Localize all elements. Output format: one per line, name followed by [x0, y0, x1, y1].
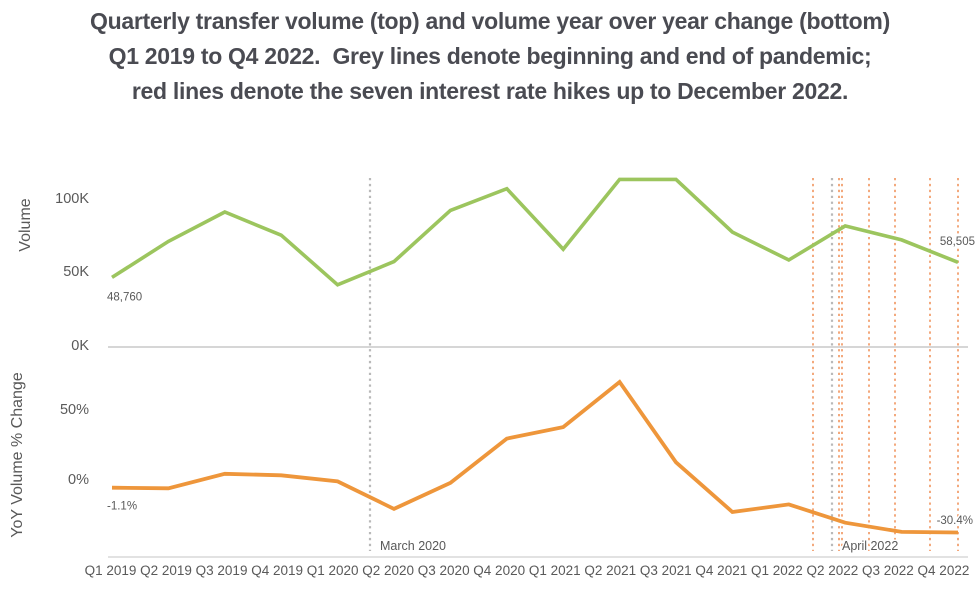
- xtick-Q4-2021: Q4 2021: [695, 563, 747, 578]
- yoy-ytick-50%: 50%: [60, 402, 89, 418]
- yoy-axis-title: YoY Volume % Change: [9, 372, 26, 538]
- annotation-last-yoy: -30.4%: [937, 515, 973, 527]
- pandemic-vline-label-1: March 2020: [380, 539, 446, 553]
- page-title: Quarterly transfer volume (top) and volu…: [0, 4, 980, 109]
- pandemic-vline-label-2: April 2022: [842, 539, 898, 553]
- xtick-Q3-2021: Q3 2021: [640, 563, 692, 578]
- xtick-Q4-2022: Q4 2022: [918, 563, 970, 578]
- volume-ytick-100K: 100K: [55, 191, 89, 207]
- title-line-2: Q1 2019 to Q4 2022. Grey lines denote be…: [108, 43, 872, 69]
- xtick-Q4-2019: Q4 2019: [251, 563, 303, 578]
- xtick-Q3-2020: Q3 2020: [418, 563, 470, 578]
- xtick-Q2-2019: Q2 2019: [140, 563, 192, 578]
- yoy-line-series: [111, 379, 959, 535]
- xtick-Q2-2021: Q2 2021: [584, 563, 636, 578]
- volume-axis-title: Volume: [17, 198, 34, 251]
- xtick-Q2-2022: Q2 2022: [806, 563, 858, 578]
- xtick-Q1-2020: Q1 2020: [307, 563, 359, 578]
- title-line-3: red lines denote the seven interest rate…: [131, 78, 849, 104]
- xtick-Q4-2020: Q4 2020: [473, 563, 525, 578]
- annotation-first-volume: 48,760: [107, 291, 142, 303]
- volume-line-series: [111, 177, 959, 287]
- volume-ytick-50K: 50K: [63, 264, 89, 280]
- xtick-Q1-2022: Q1 2022: [751, 563, 803, 578]
- annotation-last-volume: 58,505: [940, 236, 975, 248]
- xtick-Q3-2019: Q3 2019: [196, 563, 248, 578]
- xtick-Q1-2021: Q1 2021: [529, 563, 581, 578]
- title-line-1: Quarterly transfer volume (top) and volu…: [90, 8, 890, 34]
- annotation-first-yoy: -1.1%: [107, 501, 137, 513]
- yoy-ytick-0%: 0%: [68, 472, 89, 488]
- volume-ytick-0K: 0K: [71, 338, 89, 354]
- xtick-Q3-2022: Q3 2022: [862, 563, 914, 578]
- xtick-Q1-2019: Q1 2019: [85, 563, 137, 578]
- xtick-Q2-2020: Q2 2020: [362, 563, 414, 578]
